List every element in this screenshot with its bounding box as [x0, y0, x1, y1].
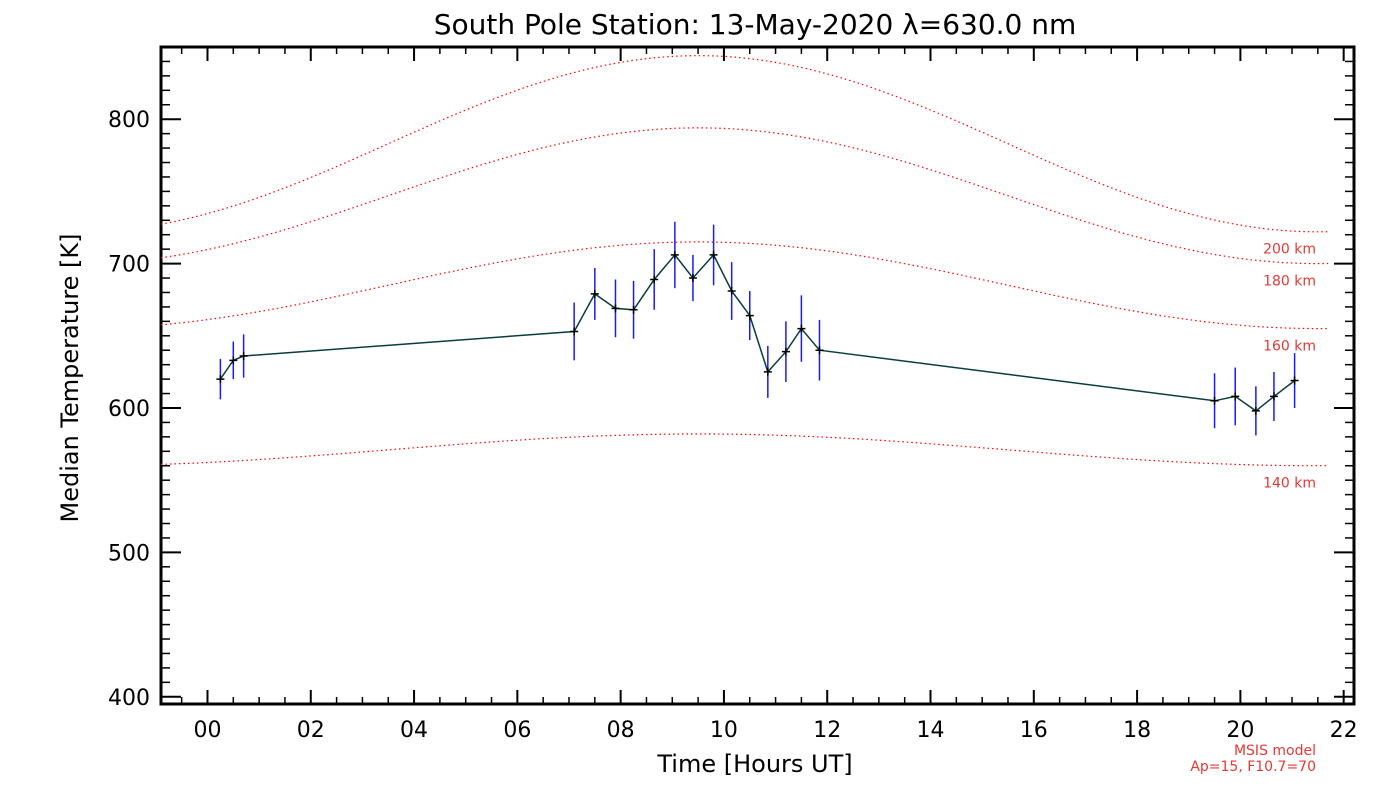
model-curve — [160, 241, 1329, 330]
temperature-series — [216, 221, 1299, 436]
x-tick-label: 14 — [917, 718, 945, 743]
x-tick-label: 20 — [1226, 718, 1254, 743]
x-tick-label: 12 — [813, 718, 841, 743]
model-params-note: Ap=15, F10.7=70 — [1190, 759, 1316, 775]
data-point — [590, 289, 599, 298]
x-tick-label: 02 — [297, 718, 325, 743]
model-curve-label: 180 km — [1263, 274, 1316, 290]
data-point — [763, 367, 772, 376]
x-tick-label: 00 — [193, 718, 221, 743]
data-point — [709, 250, 718, 259]
data-point — [629, 305, 638, 314]
x-tick-label: 18 — [1123, 718, 1151, 743]
axis-ticks: 00 02 04 06 08 10 12 14 16 18 20 22 400 500 600 700 800 — [108, 46, 1358, 743]
data-point — [1231, 392, 1240, 401]
data-point — [745, 311, 754, 320]
model-curve-label: 200 km — [1263, 242, 1316, 258]
y-tick-label: 700 — [108, 253, 150, 278]
data-point — [1251, 406, 1260, 415]
data-point — [611, 304, 620, 313]
x-tick-label: 04 — [400, 718, 428, 743]
data-point — [727, 287, 736, 296]
data-point — [1290, 376, 1299, 385]
model-curve — [160, 55, 1329, 233]
chart-title: South Pole Station: 13-May-2020 λ=630.0 … — [434, 8, 1077, 41]
y-tick-label: 800 — [108, 108, 150, 133]
data-point — [1210, 396, 1219, 405]
data-point — [570, 327, 579, 336]
plot-frame — [159, 45, 1356, 706]
model-curve — [160, 433, 1329, 467]
y-tick-label: 400 — [108, 686, 150, 711]
x-tick-label: 06 — [503, 718, 531, 743]
y-tick-label: 600 — [108, 397, 150, 422]
x-tick-label: 08 — [607, 718, 635, 743]
data-point — [797, 324, 806, 333]
x-tick-label: 22 — [1330, 718, 1358, 743]
data-point — [670, 250, 679, 259]
model-curve-label: 160 km — [1263, 339, 1316, 355]
data-point — [781, 347, 790, 356]
data-point — [1269, 392, 1278, 401]
data-point — [239, 352, 248, 361]
data-point — [216, 375, 225, 384]
data-point — [688, 274, 697, 283]
data-point — [229, 356, 238, 365]
data-point — [815, 346, 824, 355]
x-axis-label: Time [Hours UT] — [656, 750, 852, 778]
data-point — [650, 275, 659, 284]
y-tick-label: 500 — [108, 541, 150, 566]
msis-model-curves: 200 km 180 km 160 km 140 km — [160, 55, 1329, 492]
x-tick-label: 16 — [1020, 718, 1048, 743]
model-name-note: MSIS model — [1234, 743, 1316, 759]
y-axis-label: Median Temperature [K] — [56, 233, 84, 522]
model-curve-label: 140 km — [1263, 476, 1316, 492]
x-tick-label: 10 — [710, 718, 738, 743]
series-line — [219, 253, 1296, 412]
